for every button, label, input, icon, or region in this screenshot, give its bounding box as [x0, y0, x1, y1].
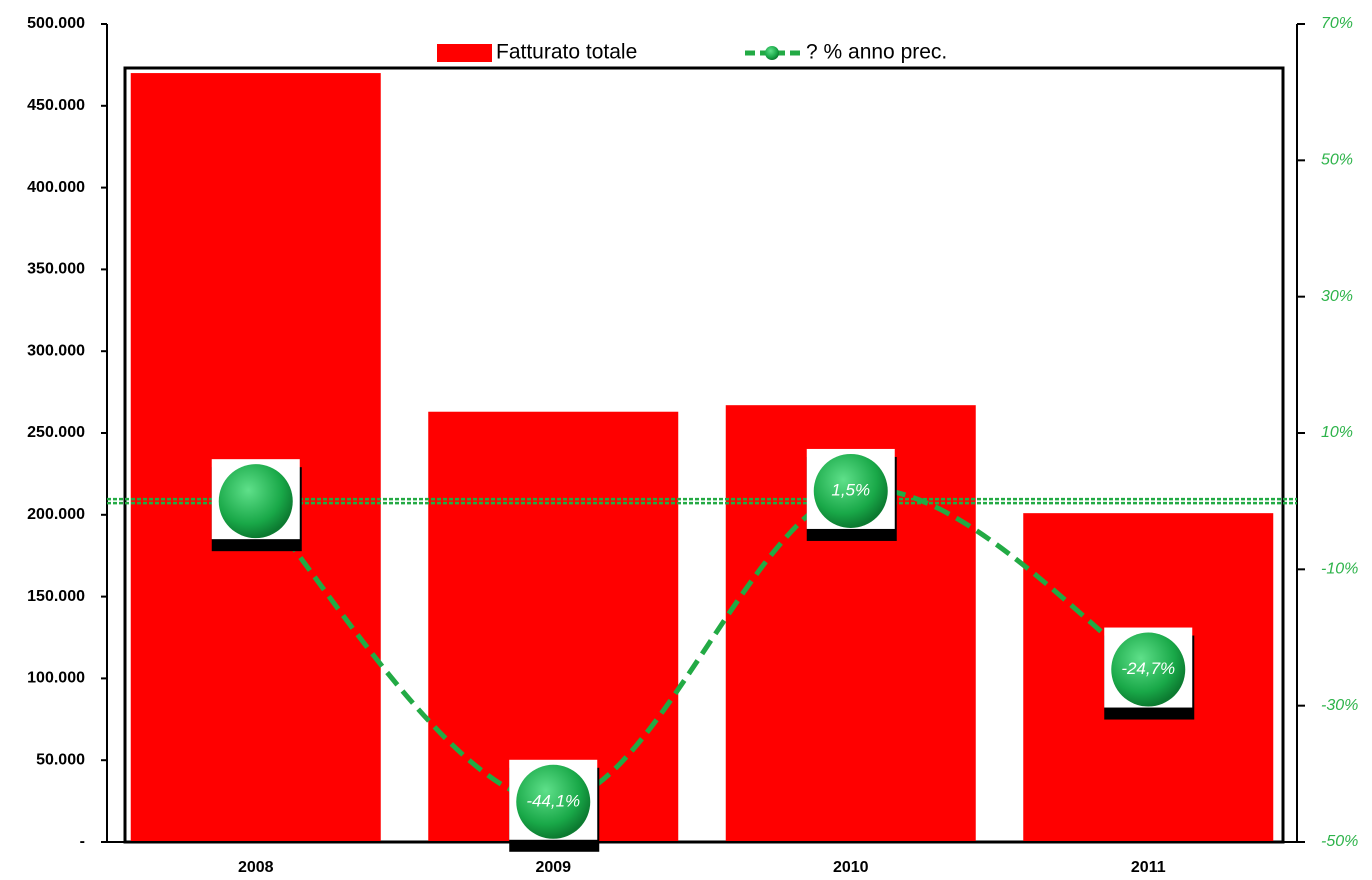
y-tick-label: 150.000 [27, 588, 85, 605]
y-tick-label: 400.000 [27, 179, 85, 196]
legend-marker [765, 46, 779, 60]
y-tick-label: 250.000 [27, 424, 85, 441]
data-label: -24,7% [1121, 659, 1175, 678]
legend-label: ? % anno prec. [806, 41, 947, 64]
y-tick-label: 50.000 [36, 751, 85, 768]
y2-tick-label: -10% [1321, 561, 1358, 578]
y2-tick-label: 50% [1321, 152, 1353, 169]
marker [1111, 632, 1186, 707]
legend-swatch [437, 44, 492, 62]
y2-tick-label: 10% [1321, 424, 1353, 441]
y-tick-label: 300.000 [27, 342, 85, 359]
x-tick-label: 2010 [833, 859, 869, 876]
x-tick-label: 2009 [535, 859, 571, 876]
x-tick-label: 2011 [1131, 859, 1166, 876]
data-label: -44,1% [526, 791, 580, 810]
y-tick-label: 500.000 [27, 15, 85, 32]
y2-tick-label: 70% [1321, 15, 1353, 32]
line [253, 486, 1150, 805]
bar [130, 73, 381, 842]
x-tick-label: 2008 [238, 859, 274, 876]
data-label: 1,5% [831, 480, 870, 499]
y2-tick-label: -50% [1321, 833, 1358, 850]
y-tick-label: - [80, 833, 85, 850]
y-tick-label: 450.000 [27, 97, 85, 114]
y-tick-label: 200.000 [27, 506, 85, 523]
marker [218, 464, 293, 539]
y-tick-label: 100.000 [27, 670, 85, 687]
legend-label: Fatturato totale [496, 41, 637, 64]
marker [516, 764, 591, 839]
marker [813, 453, 888, 528]
y2-tick-label: 30% [1321, 288, 1353, 305]
y2-tick-label: -30% [1321, 697, 1358, 714]
y-tick-label: 350.000 [27, 261, 85, 278]
